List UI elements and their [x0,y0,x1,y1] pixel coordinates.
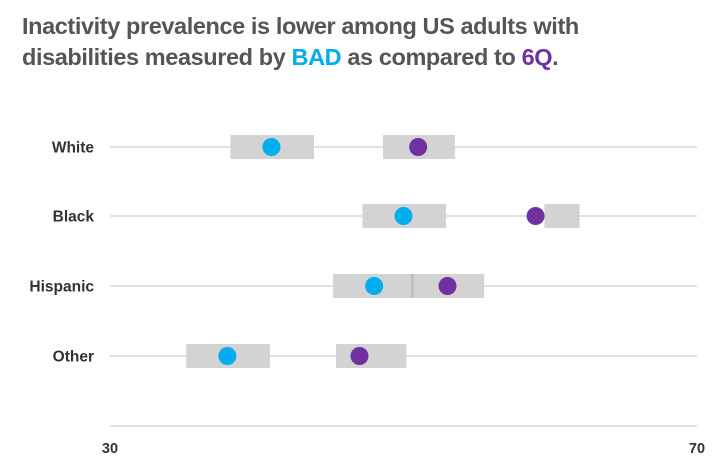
data-point [262,138,281,156]
ci-band [335,344,407,368]
title-bad-label: BAD [291,44,342,70]
chart-title: Inactivity prevalence is lower among US … [22,11,702,73]
title-line-1: Inactivity prevalence is lower among US … [22,13,579,39]
category-label: White [52,140,95,157]
title-line-2: disabilities measured by BAD as compared… [22,42,702,73]
category-label: Other [53,349,94,366]
x-tick-label: 70 [689,441,705,457]
data-point [350,347,369,365]
title-6q-label: 6Q [521,44,553,70]
data-point [394,207,413,225]
title-suffix: . [552,44,559,70]
category-label: Hispanic [29,279,94,296]
data-point [218,347,237,365]
ci-overlap [410,274,414,298]
data-point [409,138,428,156]
data-point [365,277,384,295]
title-line-2-prefix: disabilities measured by [22,44,292,70]
title-middle: as compared to [341,44,522,70]
data-point [526,207,545,225]
data-point [438,277,457,295]
ci-band [544,204,580,228]
x-tick-label: 30 [102,441,118,457]
category-label: Black [53,209,95,226]
